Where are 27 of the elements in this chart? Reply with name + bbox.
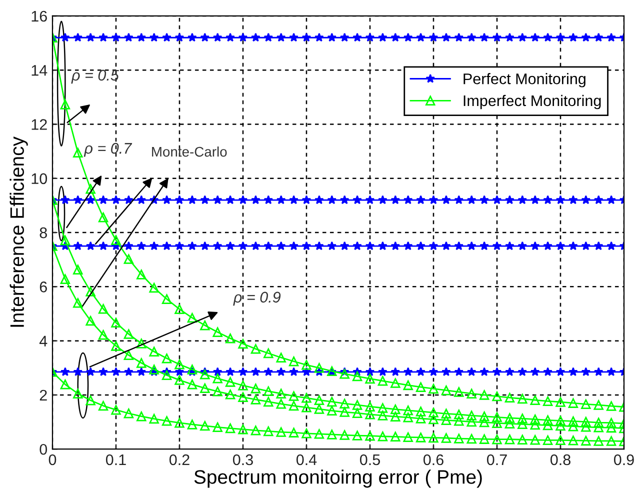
- x-tick-label: 0.2: [169, 454, 190, 466]
- annotation: ρ = 0.7: [84, 142, 132, 157]
- y-tick-label: 12: [32, 119, 47, 130]
- y-tick-label: 2: [40, 390, 47, 400]
- y-tick-label: 0: [40, 444, 48, 455]
- y-tick-label: 16: [32, 10, 47, 22]
- y-tick-label: 14: [32, 65, 48, 76]
- annotation: ρ = 0.5: [71, 70, 119, 84]
- annotation: Monte-Carlo: [152, 146, 227, 157]
- x-tick-label: 0.4: [296, 454, 317, 466]
- x-tick-label: 0.3: [232, 454, 253, 466]
- x-tick-label: 0.1: [106, 454, 126, 466]
- legend-label: Perfect Monitoring: [464, 73, 586, 88]
- x-tick-label: 0.7: [486, 454, 507, 466]
- y-tick-label: 8: [40, 227, 47, 238]
- x-tick-label: 0.6: [423, 454, 444, 466]
- x-axis-title: Spectrum monitoirng error ( Pme): [194, 470, 482, 488]
- annotation: ρ = 0.9: [233, 292, 281, 306]
- x-tick-label: 0: [48, 454, 56, 466]
- y-tick-label: 4: [39, 336, 48, 346]
- y-tick-label: 6: [40, 282, 47, 292]
- y-axis-title: Interference Efficiency: [10, 136, 28, 327]
- legend-label: Imperfect Monitoring: [464, 94, 601, 110]
- x-tick-label: 0.8: [550, 454, 570, 466]
- y-tick-label: 10: [32, 173, 48, 184]
- x-tick-label: 0.9: [614, 454, 634, 466]
- x-tick-label: 0.5: [360, 454, 380, 466]
